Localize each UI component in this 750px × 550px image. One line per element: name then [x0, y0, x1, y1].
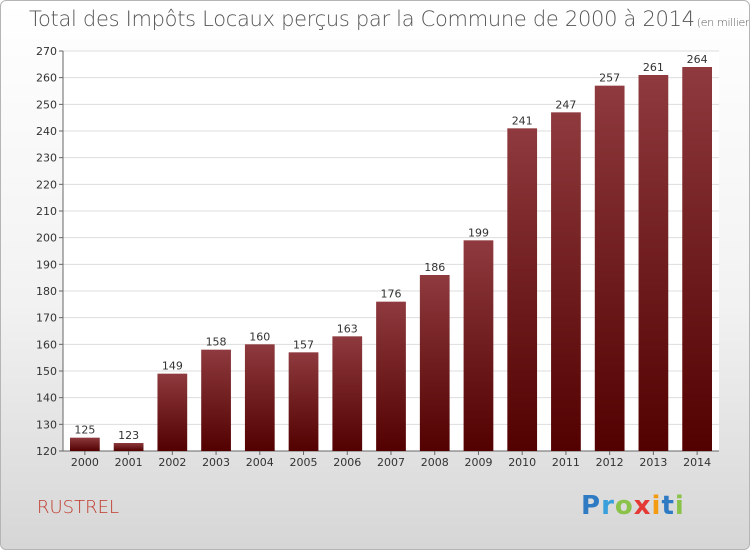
bar — [463, 240, 494, 451]
bar — [594, 85, 625, 452]
bar — [376, 301, 406, 451]
bar — [551, 112, 581, 451]
bar — [507, 128, 538, 451]
x-tick-label: 2008 — [421, 456, 449, 469]
chart-title-text: Total des Impôts Locaux perçus par la Co… — [29, 7, 695, 31]
y-tick-label: 210 — [36, 205, 57, 218]
x-tick-label: 2014 — [683, 456, 711, 469]
bar — [288, 352, 319, 451]
y-tick-label: 180 — [36, 285, 57, 298]
y-tick-label: 120 — [36, 445, 57, 458]
data-label: 186 — [424, 261, 445, 274]
bar — [332, 336, 363, 451]
y-tick-label: 150 — [36, 365, 57, 378]
y-tick-label: 190 — [36, 258, 57, 271]
y-tick-label: 250 — [36, 98, 57, 111]
bar — [244, 344, 275, 451]
x-tick-label: 2011 — [552, 456, 580, 469]
data-label: 247 — [555, 98, 576, 111]
bar — [69, 437, 100, 451]
data-label: 264 — [687, 53, 708, 66]
y-tick-label: 200 — [36, 232, 57, 245]
x-tick-label: 2010 — [508, 456, 536, 469]
x-tick-label: 2009 — [464, 456, 492, 469]
y-tick-label: 130 — [36, 418, 57, 431]
data-label: 160 — [249, 330, 270, 343]
x-tick-label: 2005 — [290, 456, 318, 469]
bar — [113, 443, 144, 451]
bar — [201, 349, 231, 451]
x-tick-label: 2013 — [639, 456, 667, 469]
y-tick-label: 270 — [36, 45, 57, 58]
y-tick-label: 170 — [36, 312, 57, 325]
proxiti-logo: Proxiti — [581, 491, 685, 521]
data-label: 199 — [468, 226, 489, 239]
data-label: 125 — [74, 424, 95, 437]
x-tick-label: 2006 — [333, 456, 361, 469]
chart-title: Total des Impôts Locaux perçus par la Co… — [29, 7, 750, 31]
x-tick-label: 2003 — [202, 456, 230, 469]
bar — [638, 75, 669, 451]
x-tick-label: 2002 — [158, 456, 186, 469]
y-tick-label: 230 — [36, 152, 57, 165]
bar — [157, 373, 188, 451]
chart-unit: (en milliers d'€) — [696, 16, 750, 29]
data-label: 257 — [599, 72, 620, 85]
y-tick-label: 140 — [36, 392, 57, 405]
data-label: 149 — [162, 360, 183, 373]
data-label: 176 — [381, 288, 402, 301]
bar — [682, 67, 713, 451]
x-tick-label: 2007 — [377, 456, 405, 469]
data-label: 123 — [118, 429, 139, 442]
y-tick-label: 160 — [36, 338, 57, 351]
commune-name: RUSTREL — [37, 497, 120, 518]
y-tick-label: 240 — [36, 125, 57, 138]
x-tick-label: 2000 — [71, 456, 99, 469]
data-label: 261 — [643, 61, 664, 74]
data-label: 163 — [337, 322, 358, 335]
data-label: 158 — [206, 336, 227, 349]
bar — [419, 275, 450, 451]
y-tick-label: 220 — [36, 178, 57, 191]
x-tick-label: 2004 — [246, 456, 274, 469]
data-label: 241 — [512, 114, 533, 127]
x-tick-label: 2001 — [115, 456, 143, 469]
data-label: 157 — [293, 338, 314, 351]
y-tick-label: 260 — [36, 72, 57, 85]
x-tick-label: 2012 — [596, 456, 624, 469]
